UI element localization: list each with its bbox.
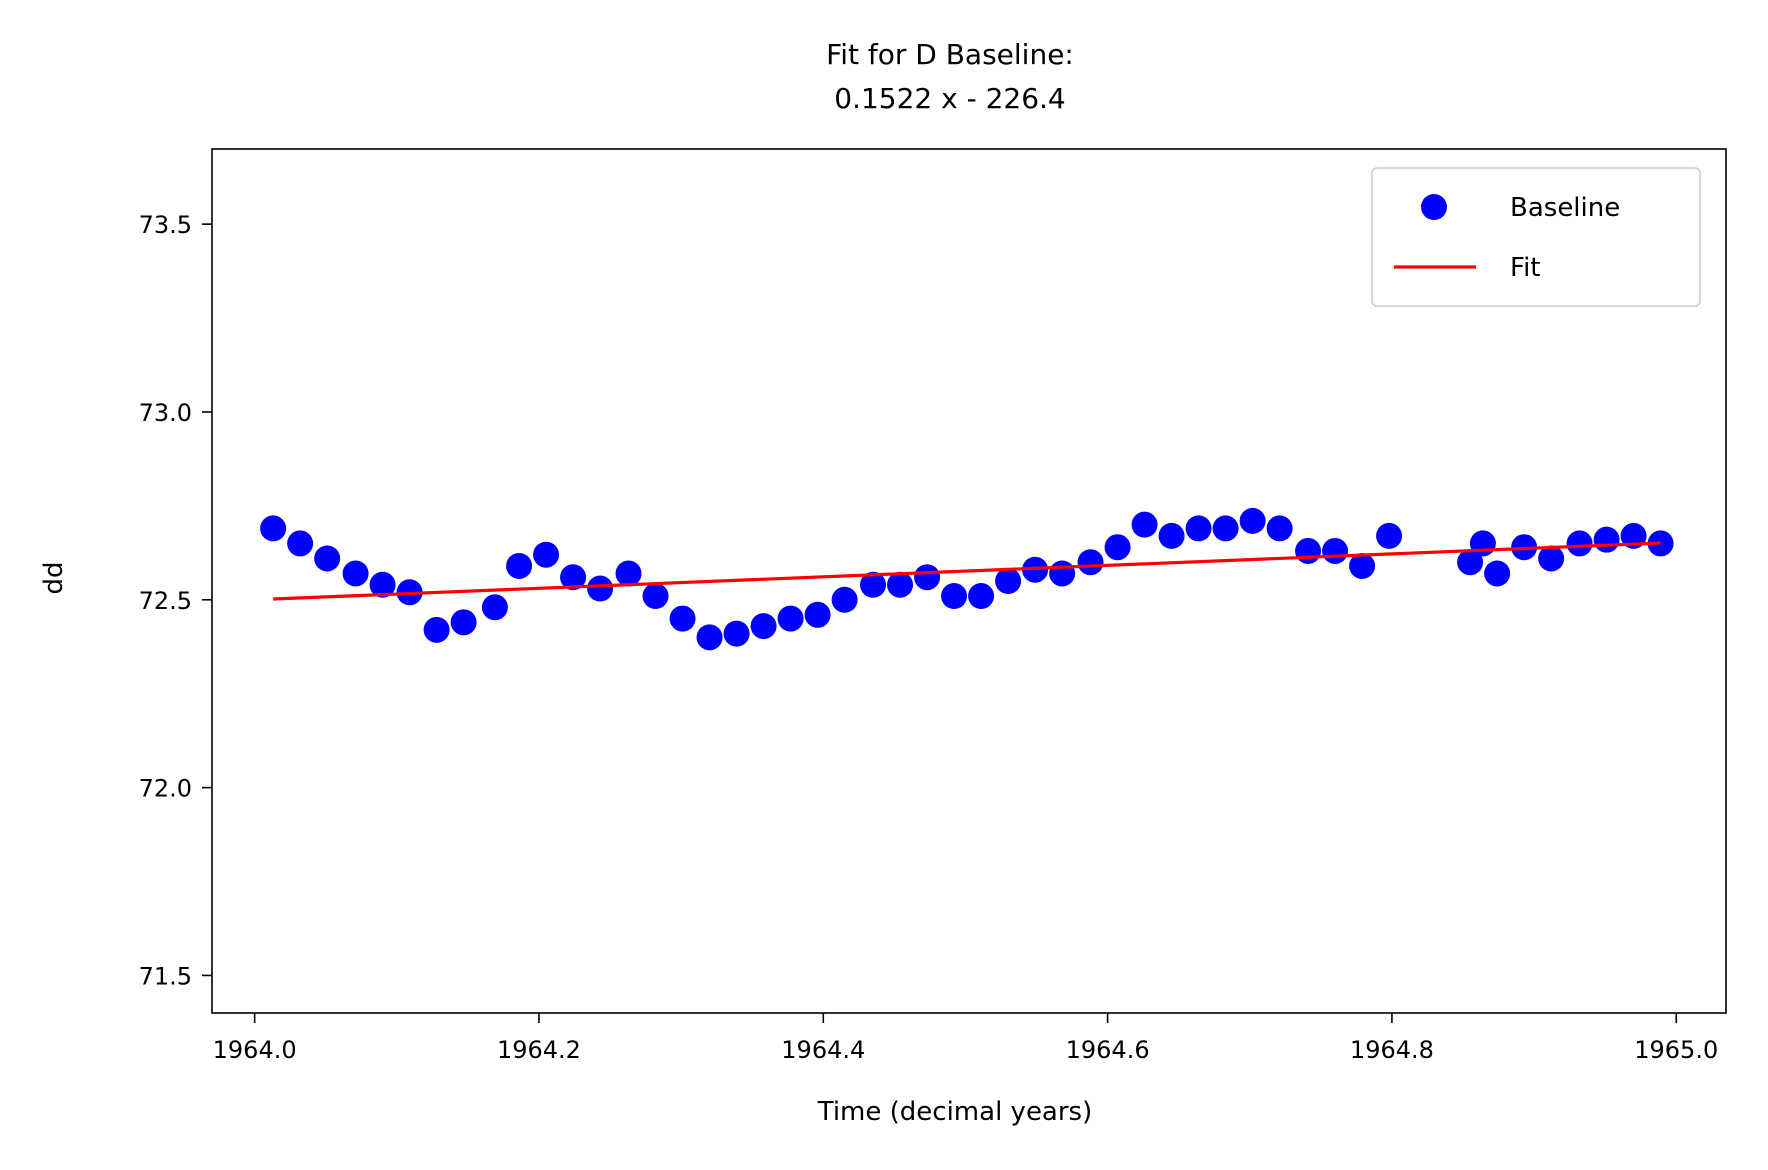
data-point	[1469, 530, 1496, 557]
data-point	[777, 605, 804, 632]
data-point	[696, 624, 723, 651]
data-point	[914, 564, 941, 591]
x-tick-label: 1964.8	[1350, 1036, 1434, 1064]
data-point	[669, 605, 696, 632]
data-point	[941, 583, 968, 610]
legend-box	[1371, 167, 1701, 307]
legend-baseline-marker	[1421, 194, 1447, 220]
x-tick-label: 1964.4	[781, 1036, 865, 1064]
data-point	[804, 601, 831, 628]
data-point	[1131, 511, 1158, 538]
data-point	[533, 541, 560, 568]
data-point	[615, 560, 642, 587]
y-tick-label: 73.0	[139, 399, 192, 427]
plot-area	[260, 507, 1674, 651]
data-point	[860, 571, 887, 598]
data-point	[260, 515, 287, 542]
y-tick-label: 73.5	[139, 211, 192, 239]
data-point	[1266, 515, 1293, 542]
data-point	[750, 613, 777, 640]
data-point	[831, 586, 858, 613]
chart-title-line2: 0.1522 x - 226.4	[834, 82, 1066, 115]
data-point	[450, 609, 477, 636]
data-point	[1212, 515, 1239, 542]
data-point	[481, 594, 508, 621]
data-point	[1376, 522, 1403, 549]
x-tick-label: 1964.0	[213, 1036, 297, 1064]
data-point	[1457, 549, 1484, 576]
axes-frame	[211, 148, 1727, 1014]
data-point	[1593, 526, 1620, 553]
data-point	[1104, 534, 1131, 561]
chart-title-line1: Fit for D Baseline:	[826, 38, 1074, 71]
data-point	[1077, 549, 1104, 576]
x-axis-label: Time (decimal years)	[817, 1097, 1093, 1127]
x-tick-label: 1965.0	[1634, 1036, 1718, 1064]
legend-fit-label: Fit	[1510, 253, 1540, 283]
fit-line	[273, 541, 1661, 601]
data-point	[1566, 530, 1593, 557]
data-point	[1349, 552, 1376, 579]
data-point	[1295, 537, 1322, 564]
data-point	[1049, 560, 1076, 587]
data-point	[642, 583, 669, 610]
data-point	[560, 564, 587, 591]
data-point	[1484, 560, 1511, 587]
data-point	[887, 571, 914, 598]
data-point	[723, 620, 750, 647]
data-point	[342, 560, 369, 587]
x-tick-label: 1964.2	[497, 1036, 581, 1064]
legend-baseline-label: Baseline	[1510, 193, 1620, 223]
data-point	[1538, 545, 1565, 572]
data-point	[995, 568, 1022, 594]
data-point	[314, 545, 341, 572]
data-point	[587, 575, 614, 602]
data-point	[423, 616, 450, 643]
data-point	[1322, 537, 1349, 564]
legend: Baseline Fit	[1371, 167, 1701, 307]
x-tick-label: 1964.6	[1066, 1036, 1150, 1064]
y-tick-label: 71.5	[139, 962, 192, 990]
data-point	[369, 571, 396, 598]
data-point	[287, 530, 314, 557]
data-point	[968, 583, 995, 610]
y-axis: 71.5 72.0 72.5 73.0 73.5	[139, 211, 212, 990]
data-point	[506, 552, 533, 579]
data-point	[1239, 507, 1266, 534]
y-axis-label: dd	[39, 561, 69, 594]
x-axis: 1964.0 1964.2 1964.4 1964.6 1964.8 1965.0	[213, 1013, 1718, 1064]
y-tick-label: 72.5	[139, 587, 192, 615]
y-tick-label: 72.0	[139, 775, 192, 803]
data-point	[1158, 522, 1185, 549]
data-point	[1185, 515, 1212, 542]
